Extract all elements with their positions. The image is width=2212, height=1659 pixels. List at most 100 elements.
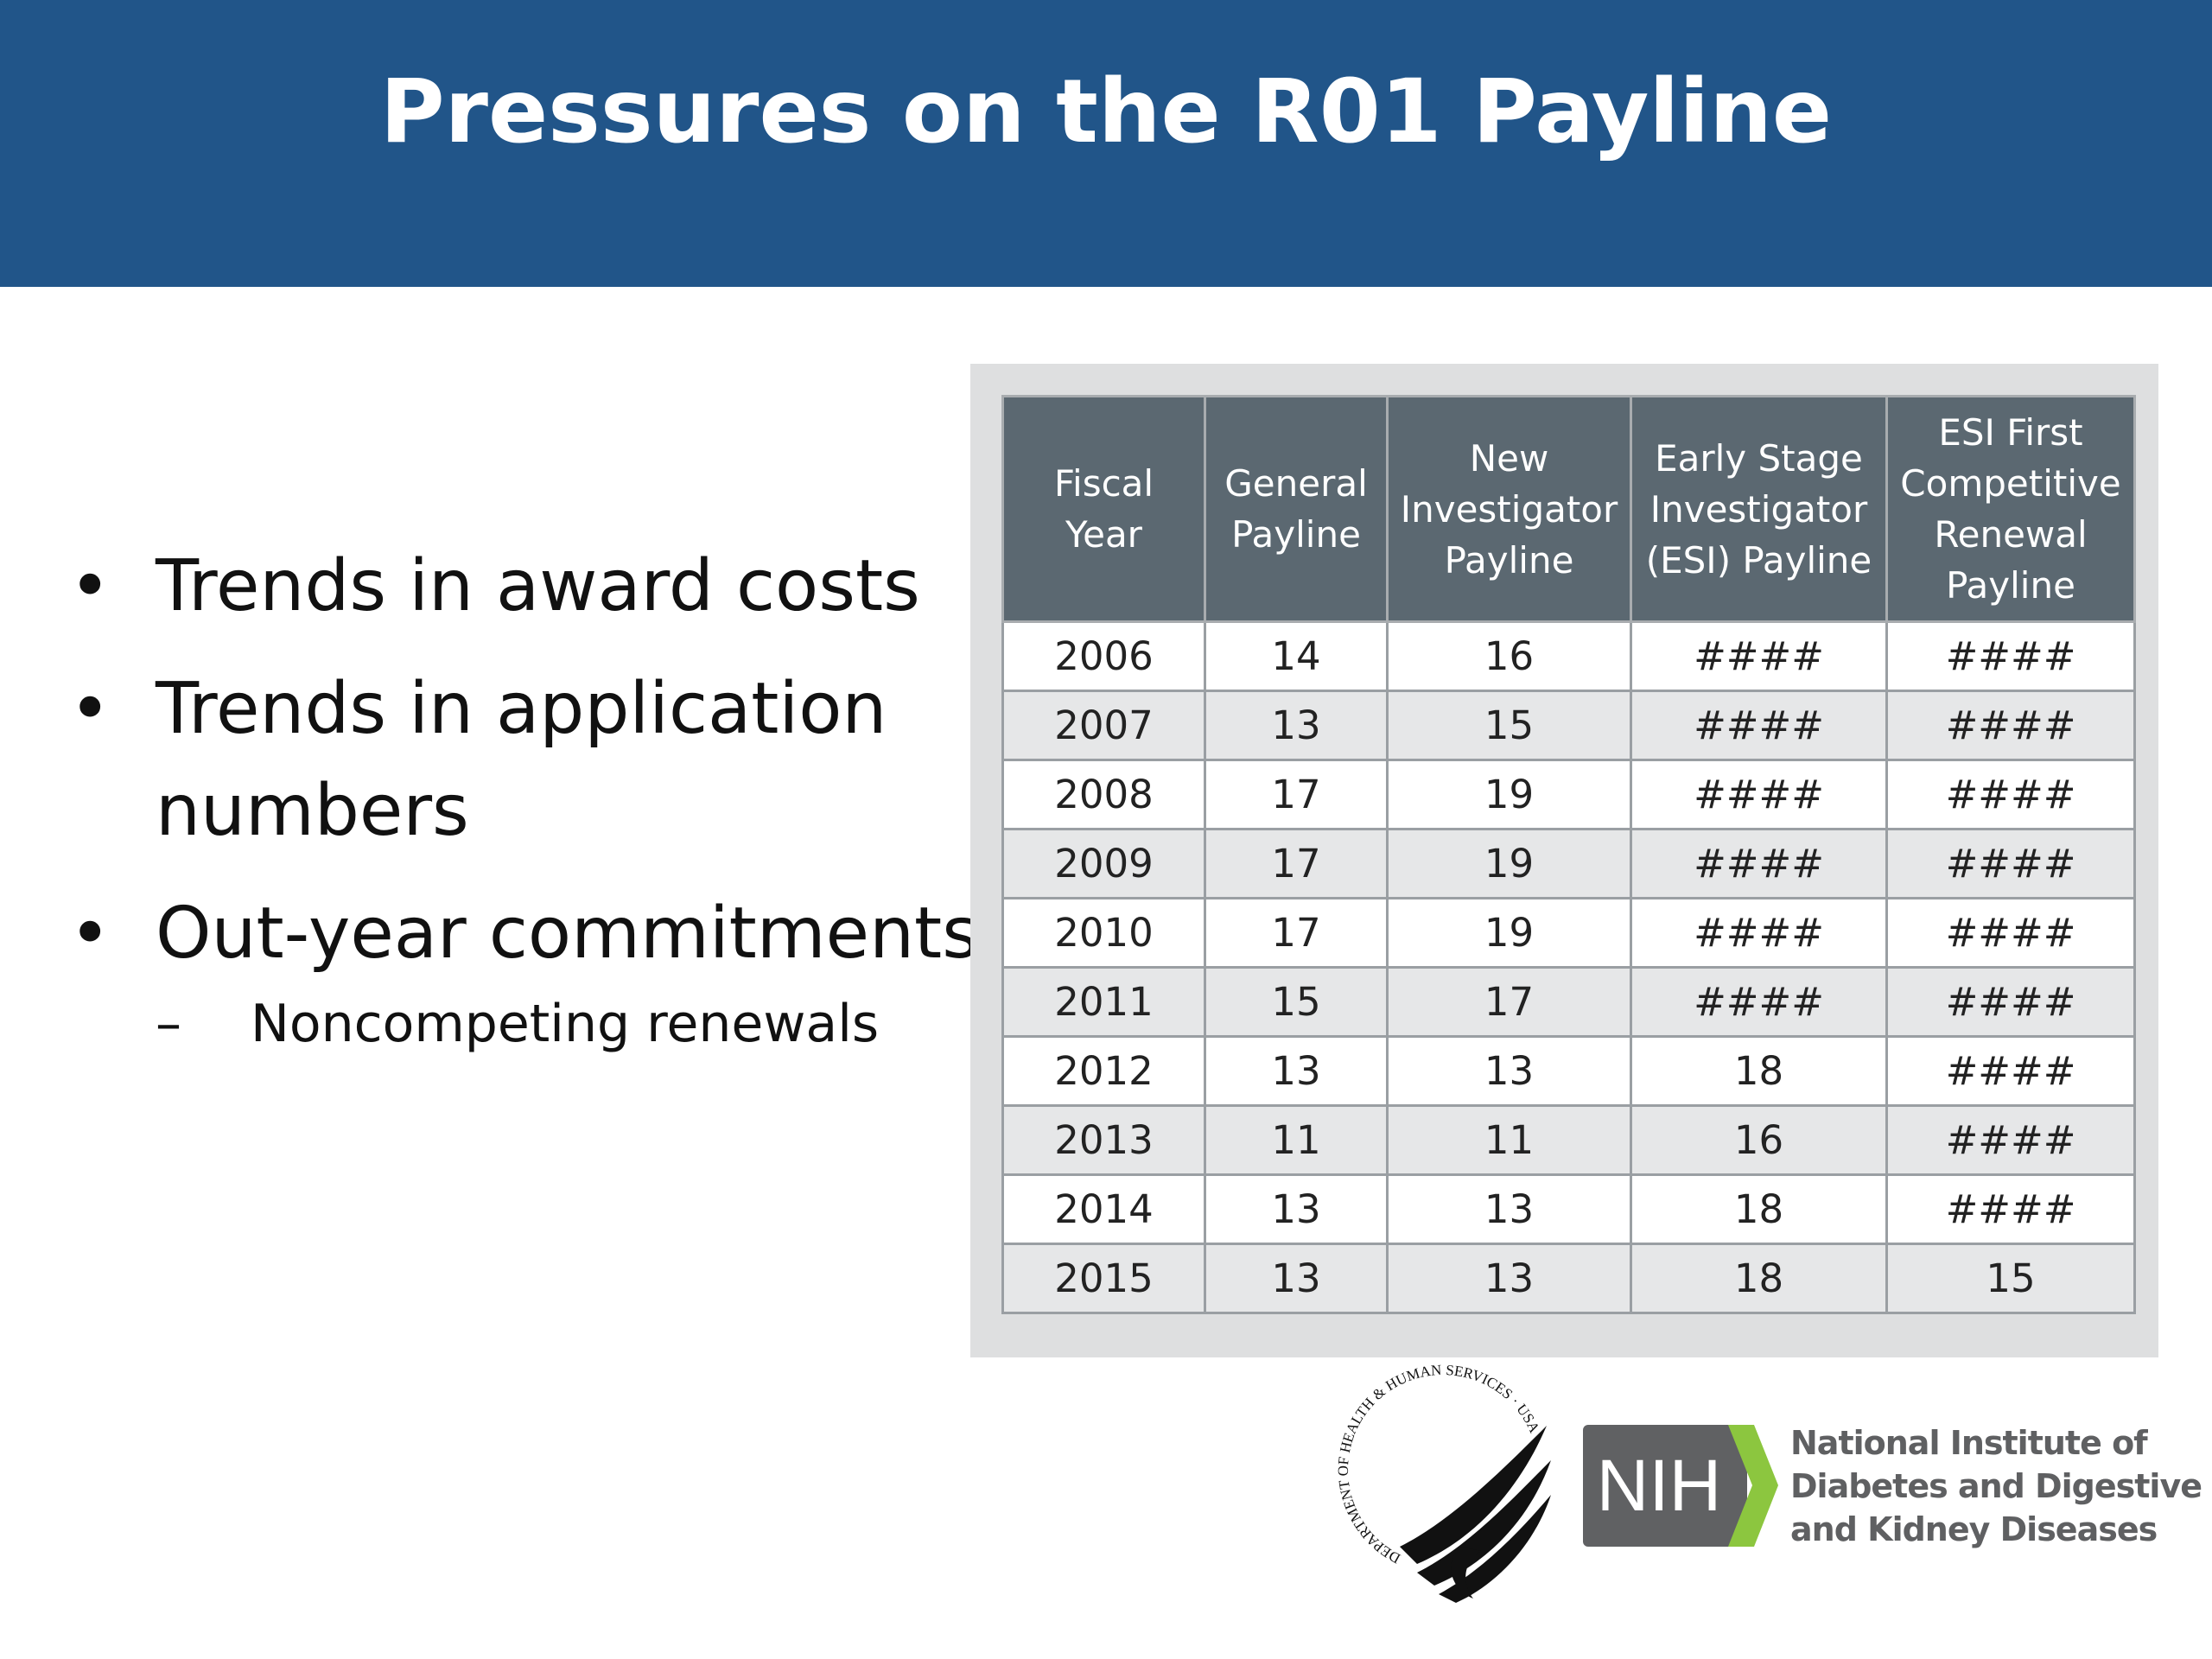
table-cell: #### bbox=[1630, 897, 1888, 969]
sub-list: Noncompeting renewals bbox=[156, 985, 985, 1063]
table-cell: 2011 bbox=[1001, 966, 1206, 1038]
table-row: 2008 17 19 #### #### bbox=[1001, 759, 2136, 830]
table-row: 2011 15 17 #### #### bbox=[1001, 966, 2136, 1038]
bullet-text: Trends in application numbers bbox=[156, 668, 887, 852]
table-cell: 2012 bbox=[1001, 1035, 1206, 1107]
hhs-seal: DEPARTMENT OF HEALTH & HUMAN SERVICES · … bbox=[1335, 1362, 1551, 1603]
table-cell: 2013 bbox=[1001, 1104, 1206, 1176]
table-cell: 15 bbox=[1885, 1243, 2136, 1314]
table-cell: #### bbox=[1630, 690, 1888, 761]
nih-text: NIH bbox=[1597, 1445, 1722, 1526]
table-cell: 11 bbox=[1204, 1104, 1389, 1176]
table-cell: 11 bbox=[1386, 1104, 1632, 1176]
institute-line: Diabetes and Digestive bbox=[1790, 1467, 2202, 1505]
header-line: Payline bbox=[1231, 513, 1361, 556]
table-cell: #### bbox=[1885, 690, 2136, 761]
table-cell: 19 bbox=[1386, 897, 1632, 969]
column-header: General Payline bbox=[1204, 395, 1389, 623]
table-cell: 2015 bbox=[1001, 1243, 1206, 1314]
header-line: Payline bbox=[1946, 564, 2075, 607]
table-cell: #### bbox=[1885, 828, 2136, 899]
table-cell: 18 bbox=[1630, 1173, 1888, 1245]
bullet-text: Trends in award costs bbox=[156, 545, 920, 627]
table-cell: #### bbox=[1630, 759, 1888, 830]
table-cell: 2009 bbox=[1001, 828, 1206, 899]
table-cell: 2006 bbox=[1001, 620, 1206, 692]
table-cell: 14 bbox=[1204, 620, 1389, 692]
institute-line: National Institute of bbox=[1790, 1424, 2148, 1462]
table-row: 2009 17 19 #### #### bbox=[1001, 828, 2136, 899]
table-cell: #### bbox=[1885, 1104, 2136, 1176]
table-cell: 17 bbox=[1204, 828, 1389, 899]
eagle-stroke bbox=[1417, 1460, 1551, 1586]
header-line: (ESI) Payline bbox=[1645, 538, 1872, 582]
header-line: Renewal bbox=[1934, 513, 2088, 556]
table-cell: 13 bbox=[1204, 1243, 1389, 1314]
slide-title: Pressures on the R01 Payline bbox=[379, 60, 1833, 163]
table-row: 2015 13 13 18 15 bbox=[1001, 1243, 2136, 1314]
table-row: 2006 14 16 #### #### bbox=[1001, 620, 2136, 692]
eagle-stroke bbox=[1439, 1495, 1551, 1603]
institute-line: and Kidney Diseases bbox=[1790, 1510, 2158, 1548]
header-line: Competitive bbox=[1900, 462, 2121, 505]
table-cell: #### bbox=[1885, 759, 2136, 830]
table-cell: 13 bbox=[1386, 1173, 1632, 1245]
table-cell: 13 bbox=[1204, 690, 1389, 761]
table-cell: #### bbox=[1885, 1173, 2136, 1245]
table-cell: 19 bbox=[1386, 759, 1632, 830]
header-line: Year bbox=[1065, 513, 1142, 556]
column-header: Fiscal Year bbox=[1001, 395, 1206, 623]
table-cell: 13 bbox=[1204, 1035, 1389, 1107]
table-cell: 13 bbox=[1386, 1243, 1632, 1314]
payline-table: Fiscal Year General Payline New Investigator P… bbox=[1001, 395, 2136, 1314]
sub-bullet: Noncompeting renewals bbox=[156, 985, 985, 1063]
table-cell: 17 bbox=[1204, 759, 1389, 830]
nih-chevron bbox=[1728, 1425, 1778, 1547]
table-body: 2006 14 16 #### #### 2007 13 15 #### #### 2008 17 19… bbox=[1001, 620, 2136, 1314]
table-row: 2012 13 13 18 #### bbox=[1001, 1035, 2136, 1107]
header-row: Fiscal Year General Payline New Investigator P… bbox=[1001, 395, 2136, 623]
table-cell: 2008 bbox=[1001, 759, 1206, 830]
bullet: Out-year commitments Noncompeting renewal… bbox=[69, 883, 985, 1063]
column-header: Early Stage Investigator (ESI) Payline bbox=[1630, 395, 1888, 623]
header-line: Early Stage bbox=[1655, 436, 1863, 480]
table-cell: 2010 bbox=[1001, 897, 1206, 969]
table-row: 2010 17 19 #### #### bbox=[1001, 897, 2136, 969]
table-row: 2007 13 15 #### #### bbox=[1001, 690, 2136, 761]
seal-text: DEPARTMENT OF HEALTH & HUMAN SERVICES · … bbox=[1335, 1362, 1543, 1567]
table-row: 2014 13 13 18 #### bbox=[1001, 1173, 2136, 1245]
bullet-list: Trends in award costs Trends in applicati… bbox=[69, 536, 985, 1084]
table-cell: 16 bbox=[1386, 620, 1632, 692]
table-cell: 18 bbox=[1630, 1035, 1888, 1107]
column-header: ESI First Competitive Renewal Payline bbox=[1885, 395, 2136, 623]
header-line: ESI First bbox=[1938, 411, 2083, 454]
eagle-stroke bbox=[1400, 1426, 1547, 1564]
header-line: New bbox=[1469, 436, 1549, 480]
table-cell: 19 bbox=[1386, 828, 1632, 899]
table-cell: #### bbox=[1630, 966, 1888, 1038]
table-cell: #### bbox=[1630, 828, 1888, 899]
table-cell: 15 bbox=[1386, 690, 1632, 761]
header-line: Fiscal bbox=[1053, 462, 1154, 505]
nih-logo: NIH bbox=[1583, 1425, 1778, 1547]
eagle-head bbox=[1451, 1547, 1482, 1599]
table-cell: 18 bbox=[1630, 1243, 1888, 1314]
table-cell: 13 bbox=[1204, 1173, 1389, 1245]
table-cell: #### bbox=[1885, 620, 2136, 692]
table-cell: 2007 bbox=[1001, 690, 1206, 761]
bullet-text: Out-year commitments bbox=[156, 893, 979, 975]
table-cell: #### bbox=[1885, 1035, 2136, 1107]
table-cell: 17 bbox=[1204, 897, 1389, 969]
table-row: 2013 11 11 16 #### bbox=[1001, 1104, 2136, 1176]
bullet: Trends in award costs bbox=[69, 536, 985, 638]
bullet: Trends in application numbers bbox=[69, 658, 985, 862]
column-header: New Investigator Payline bbox=[1386, 395, 1632, 623]
nih-box bbox=[1583, 1425, 1747, 1547]
header-banner bbox=[0, 0, 2212, 287]
table-cell: #### bbox=[1885, 897, 2136, 969]
table-cell: 13 bbox=[1386, 1035, 1632, 1107]
table-cell: #### bbox=[1885, 966, 2136, 1038]
header-line: Investigator bbox=[1400, 487, 1618, 531]
header-line: Payline bbox=[1444, 538, 1574, 582]
